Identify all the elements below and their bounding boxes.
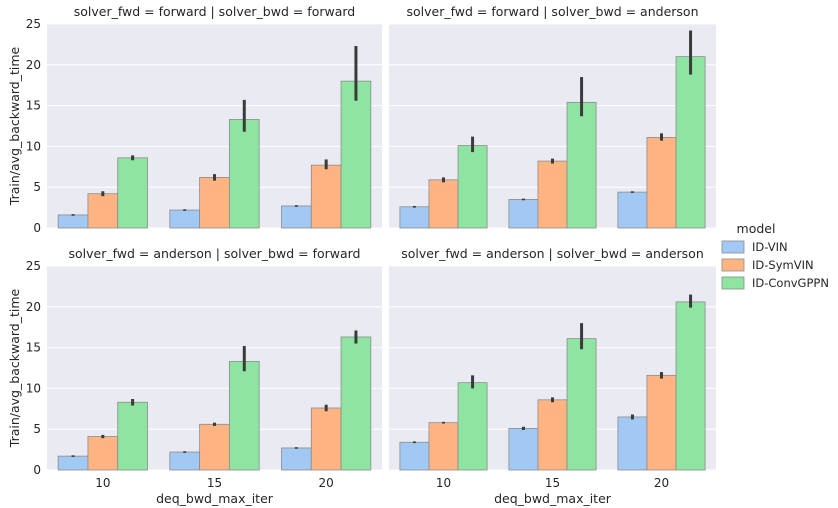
y-tick-label: 15 xyxy=(26,341,41,355)
panel-title: solver_fwd = anderson | solver_bwd = for… xyxy=(68,246,360,261)
y-tick-label: 0 xyxy=(33,221,41,235)
bar xyxy=(675,56,706,229)
x-axis-label: deq_bwd_max_iter xyxy=(494,491,612,506)
x-tick-label: 10 xyxy=(436,476,451,490)
bar xyxy=(340,80,372,229)
y-tick-label: 20 xyxy=(26,300,41,314)
bar xyxy=(310,407,342,471)
x-axis-label: deq_bwd_max_iter xyxy=(156,491,274,506)
legend-swatch xyxy=(721,258,745,272)
bar xyxy=(281,205,312,229)
legend-swatch xyxy=(721,240,745,254)
bar xyxy=(508,199,539,229)
legend-label: ID-ConvGPPN xyxy=(752,276,829,290)
y-tick-label: 20 xyxy=(26,58,41,72)
bar xyxy=(617,191,648,229)
legend-label: ID-VIN xyxy=(752,240,788,254)
bar xyxy=(428,422,459,471)
bar xyxy=(457,145,488,229)
legend-swatch xyxy=(721,276,745,290)
bar xyxy=(675,301,706,471)
bar xyxy=(457,382,488,471)
y-tick-label: 15 xyxy=(26,99,41,113)
x-tick-label: 15 xyxy=(207,476,222,490)
legend: model ID-VIN ID-SymVIN ID-ConvGPPN xyxy=(721,221,829,290)
bar xyxy=(87,193,119,229)
y-tick-label: 25 xyxy=(26,17,41,31)
bar xyxy=(566,101,597,229)
bar xyxy=(117,401,148,471)
panel-title: solver_fwd = forward | solver_bwd = forw… xyxy=(74,4,356,19)
y-tick-label: 25 xyxy=(26,259,41,273)
bar xyxy=(399,206,430,229)
bar xyxy=(228,361,260,471)
x-tick-label: 20 xyxy=(654,476,669,490)
y-axis-label: Train/avg_backward_time xyxy=(7,47,22,207)
y-tick-label: 10 xyxy=(26,139,41,153)
bar xyxy=(57,455,89,471)
bar xyxy=(87,436,119,471)
bar xyxy=(340,336,372,471)
bar xyxy=(199,423,230,471)
panel: solver_fwd = anderson | solver_bwd = and… xyxy=(389,246,716,506)
bar xyxy=(646,137,677,229)
bar xyxy=(169,451,201,471)
y-tick-label: 5 xyxy=(33,180,41,194)
bar xyxy=(228,119,260,229)
bar xyxy=(537,160,568,229)
x-tick-label: 10 xyxy=(95,476,110,490)
x-tick-label: 15 xyxy=(545,476,560,490)
bar xyxy=(310,164,342,229)
panel-title: solver_fwd = anderson | solver_bwd = and… xyxy=(401,246,704,261)
y-tick-label: 5 xyxy=(33,422,41,436)
bar xyxy=(646,374,677,471)
y-axis-label: Train/avg_backward_time xyxy=(7,289,22,449)
bar xyxy=(537,399,568,471)
bar xyxy=(169,209,201,229)
bar xyxy=(617,416,648,471)
legend-title: model xyxy=(737,221,776,236)
panel: solver_fwd = forward | solver_bwd = ande… xyxy=(389,4,716,229)
panel: 0 5 10 15 20 25 solver_fwd = anderson | solver… xyxy=(7,246,382,506)
bar xyxy=(428,179,459,229)
legend-label: ID-SymVIN xyxy=(752,258,814,272)
bar xyxy=(199,177,230,229)
y-tick-label: 10 xyxy=(26,381,41,395)
x-tick-label: 20 xyxy=(319,476,334,490)
y-tick-label: 0 xyxy=(33,463,41,477)
bar xyxy=(57,214,89,229)
panel-title: solver_fwd = forward | solver_bwd = ande… xyxy=(406,4,698,19)
bar xyxy=(566,338,597,471)
panel: 0 5 10 15 20 25 solver_fwd = forward | solver_… xyxy=(7,4,382,235)
bar xyxy=(281,447,312,471)
bar xyxy=(399,441,430,471)
bar xyxy=(117,157,148,229)
bar xyxy=(508,427,539,471)
